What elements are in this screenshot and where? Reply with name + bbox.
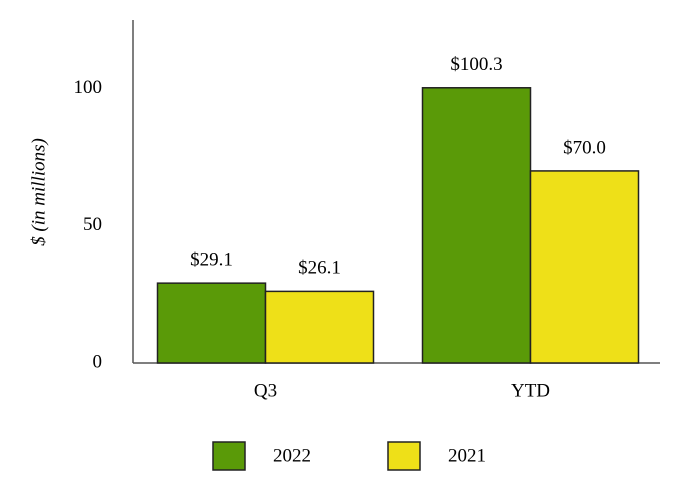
- legend-swatch: [387, 441, 421, 471]
- bar: [421, 87, 532, 364]
- value-label: $26.1: [298, 258, 341, 279]
- value-label: $29.1: [190, 250, 233, 271]
- y-tick-label: 50: [83, 214, 102, 235]
- y-tick-label: 0: [93, 351, 103, 372]
- x-tick-label: Q3: [254, 380, 277, 401]
- x-tick-label: YTD: [511, 380, 550, 401]
- legend-label: 2021: [448, 445, 486, 466]
- value-label: $100.3: [450, 54, 502, 75]
- bar: [264, 290, 375, 364]
- y-tick-label: 100: [74, 77, 103, 98]
- bar: [529, 170, 640, 364]
- value-label: $70.0: [563, 137, 606, 158]
- legend-label: 2022: [273, 445, 311, 466]
- bar: [156, 282, 267, 364]
- legend-swatch: [212, 441, 246, 471]
- y-axis-label: $ (in millions): [28, 138, 49, 246]
